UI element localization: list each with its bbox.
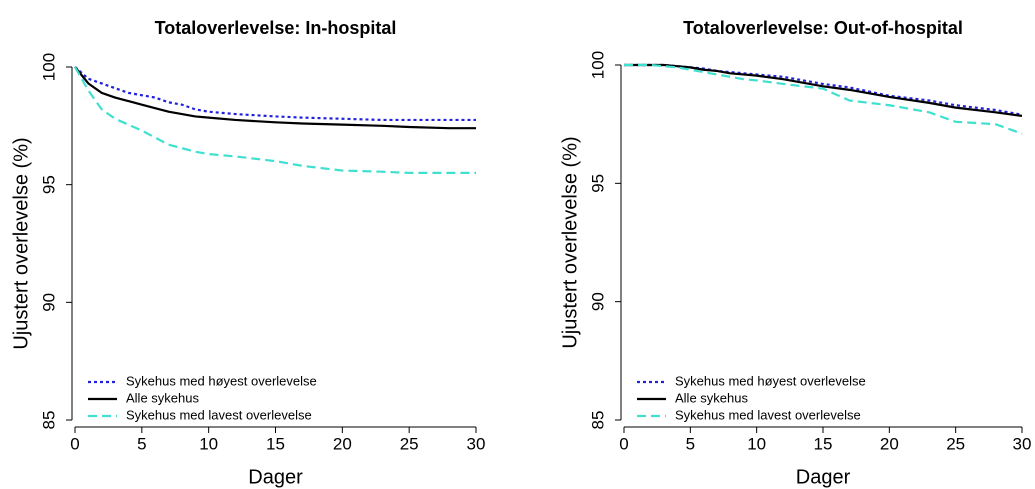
- y-tick-label: 95: [588, 174, 607, 193]
- chart-title: Totaloverlevelse: In-hospital: [155, 18, 397, 38]
- y-axis-label: Ujustert overlevelse (%): [559, 136, 581, 348]
- x-tick-label: 0: [70, 434, 79, 453]
- legend-label: Alle sykehus: [675, 390, 748, 405]
- x-axis-label: Dager: [248, 466, 303, 488]
- y-tick-label: 85: [588, 411, 607, 430]
- y-tick-label: 100: [588, 51, 607, 79]
- legend-label: Alle sykehus: [126, 390, 199, 405]
- x-tick-label: 30: [467, 434, 486, 453]
- x-tick-label: 25: [946, 434, 965, 453]
- survival-line: [624, 63, 1023, 135]
- survival-line: [74, 66, 476, 122]
- x-tick-label: 20: [880, 434, 899, 453]
- legend-label: Sykehus med høyest overlevelse: [126, 373, 317, 388]
- y-axis-label: Ujustert overlevelse (%): [10, 137, 32, 349]
- legend-label: Sykehus med lavest overlevelse: [126, 407, 312, 422]
- chart-title: Totaloverlevelse: Out-of-hospital: [683, 18, 963, 38]
- x-tick-label: 15: [814, 434, 833, 453]
- survival-line: [74, 66, 476, 174]
- x-tick-label: 5: [686, 434, 695, 453]
- survival-line: [624, 63, 1023, 117]
- survival-line: [624, 63, 1023, 116]
- y-tick-label: 90: [39, 293, 58, 312]
- x-tick-label: 10: [747, 434, 766, 453]
- x-axis-label: Dager: [796, 466, 851, 488]
- x-tick-label: 0: [619, 434, 628, 453]
- y-tick-label: 90: [588, 292, 607, 311]
- y-tick-label: 85: [39, 411, 58, 430]
- y-tick-label: 100: [39, 53, 58, 81]
- x-tick-label: 20: [333, 434, 352, 453]
- x-tick-label: 25: [400, 434, 419, 453]
- x-tick-label: 5: [137, 434, 146, 453]
- y-tick-label: 95: [39, 175, 58, 194]
- x-tick-label: 10: [199, 434, 218, 453]
- legend-label: Sykehus med lavest overlevelse: [675, 407, 861, 422]
- survival-line: [74, 66, 476, 130]
- x-tick-label: 30: [1013, 434, 1032, 453]
- x-tick-label: 15: [266, 434, 285, 453]
- legend-label: Sykehus med høyest overlevelse: [675, 373, 866, 388]
